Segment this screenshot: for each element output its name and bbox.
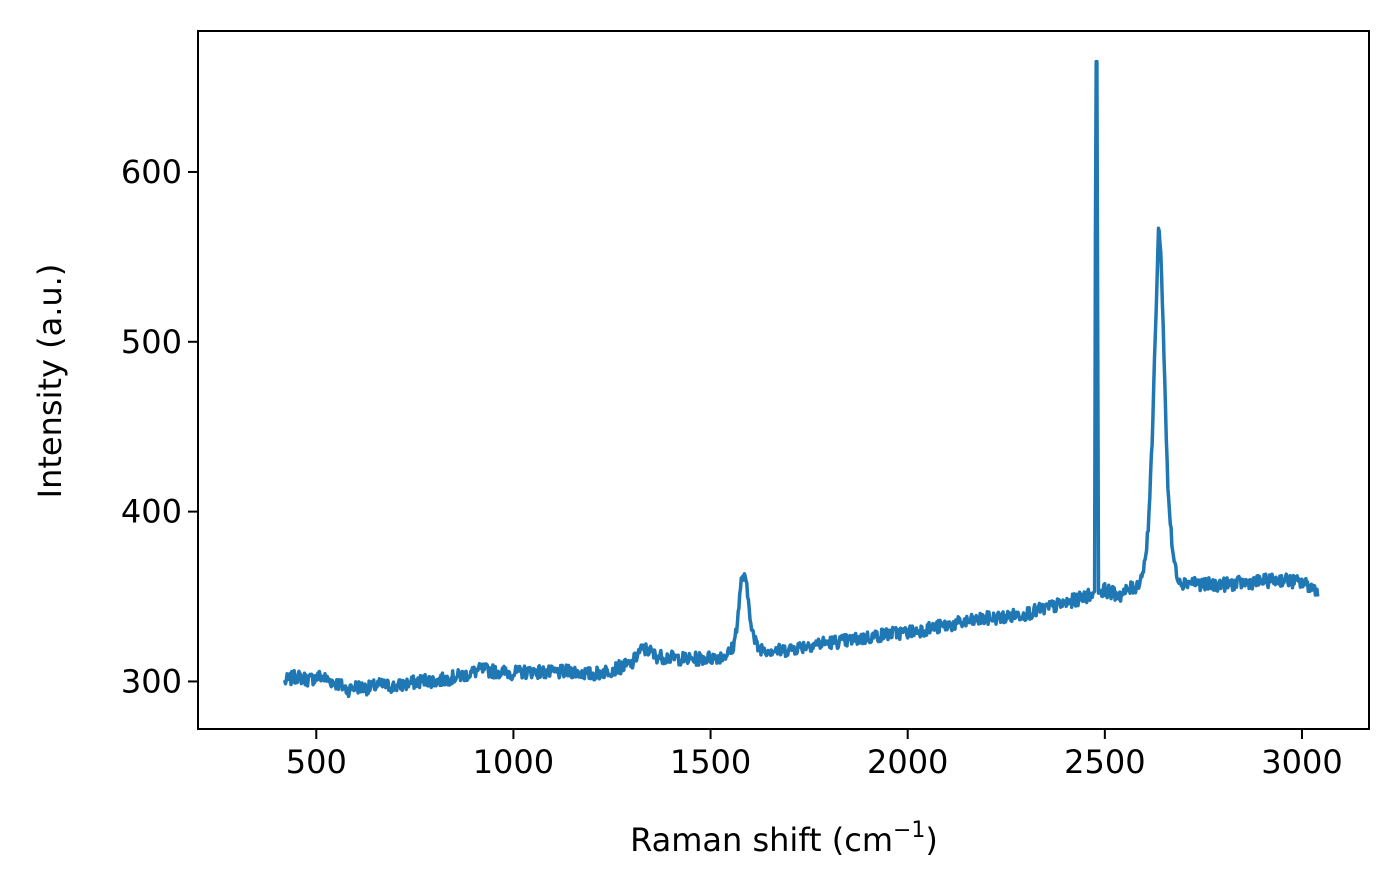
y-tick-label: 300 [121,662,182,700]
y-tick-label: 400 [121,493,182,531]
x-tick-label: 2000 [867,743,948,781]
x-axis-label-prefix: Raman shift (cm [630,821,893,859]
y-tick-label: 500 [121,323,182,361]
x-tick-label: 1500 [670,743,751,781]
x-tick-label: 2500 [1064,743,1145,781]
x-axis-label-suffix: ) [925,821,937,859]
x-axis-label-superscript: −1 [893,818,925,843]
x-tick-label: 500 [286,743,347,781]
y-axis-label: Intensity (a.u.) [31,264,69,499]
x-tick-label: 1000 [473,743,554,781]
plot-frame [197,30,1370,730]
x-ticks: 500 1000 1500 2000 2500 3000 [286,729,1343,781]
y-ticks: 300 400 500 600 [121,153,198,700]
x-tick-label: 3000 [1261,743,1342,781]
series-layer [282,59,1320,699]
x-axis-label: Raman shift (cm−1) [630,818,938,859]
series-line-0 [282,59,1320,699]
x-axis: 500 1000 1500 2000 2500 3000 Raman shift (cm−… [286,729,1343,859]
y-tick-label: 600 [121,153,182,191]
y-axis: 300 400 500 600 Intensity (a.u.) [31,153,198,700]
